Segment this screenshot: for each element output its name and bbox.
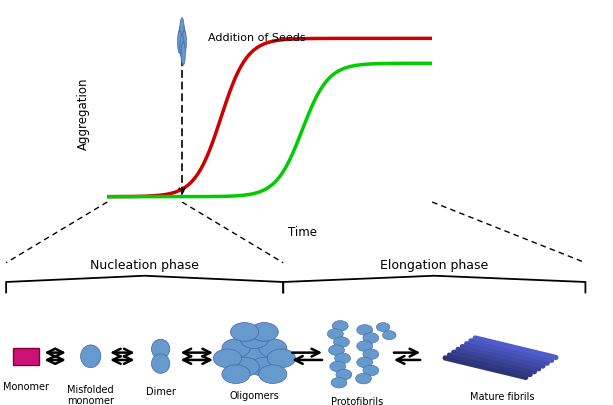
Text: Misfolded
monomer: Misfolded monomer <box>67 384 114 405</box>
Text: Protofibrils: Protofibrils <box>331 396 384 405</box>
Text: Addition of Seeds: Addition of Seeds <box>208 32 306 43</box>
Ellipse shape <box>151 354 170 373</box>
Circle shape <box>336 369 352 380</box>
Circle shape <box>180 36 184 59</box>
Circle shape <box>250 323 278 341</box>
Circle shape <box>222 339 250 358</box>
Circle shape <box>329 345 345 356</box>
Text: Monomer: Monomer <box>2 382 49 392</box>
Circle shape <box>178 26 183 49</box>
Circle shape <box>222 365 250 384</box>
Circle shape <box>231 358 259 376</box>
Circle shape <box>363 349 379 360</box>
Text: Time: Time <box>287 226 317 239</box>
Circle shape <box>335 353 351 364</box>
Circle shape <box>331 377 347 388</box>
Circle shape <box>330 361 346 372</box>
Circle shape <box>356 373 371 384</box>
Text: Elongation phase: Elongation phase <box>380 258 489 271</box>
Circle shape <box>230 323 259 341</box>
Circle shape <box>249 358 278 376</box>
Circle shape <box>376 323 390 332</box>
Circle shape <box>332 321 348 331</box>
Circle shape <box>181 43 185 66</box>
Text: Dimer: Dimer <box>146 386 175 396</box>
Text: Nucleation phase: Nucleation phase <box>90 258 199 271</box>
Circle shape <box>240 347 268 366</box>
FancyBboxPatch shape <box>13 348 39 365</box>
Circle shape <box>240 330 268 349</box>
Circle shape <box>363 333 379 343</box>
Circle shape <box>259 339 287 358</box>
Text: Mature fibrils: Mature fibrils <box>470 391 535 401</box>
Ellipse shape <box>81 345 101 368</box>
Circle shape <box>267 349 295 368</box>
Circle shape <box>357 357 373 368</box>
Circle shape <box>213 349 242 368</box>
Circle shape <box>259 365 287 384</box>
Text: Oligomers: Oligomers <box>229 390 280 400</box>
Circle shape <box>357 341 373 352</box>
Ellipse shape <box>151 339 170 359</box>
Circle shape <box>178 31 182 54</box>
Circle shape <box>363 365 379 376</box>
Circle shape <box>333 337 349 347</box>
Circle shape <box>181 26 185 49</box>
Circle shape <box>383 331 396 340</box>
Circle shape <box>180 19 184 42</box>
Circle shape <box>327 329 343 339</box>
Circle shape <box>357 325 373 335</box>
Circle shape <box>182 31 186 54</box>
Text: Aggregation: Aggregation <box>77 78 89 150</box>
